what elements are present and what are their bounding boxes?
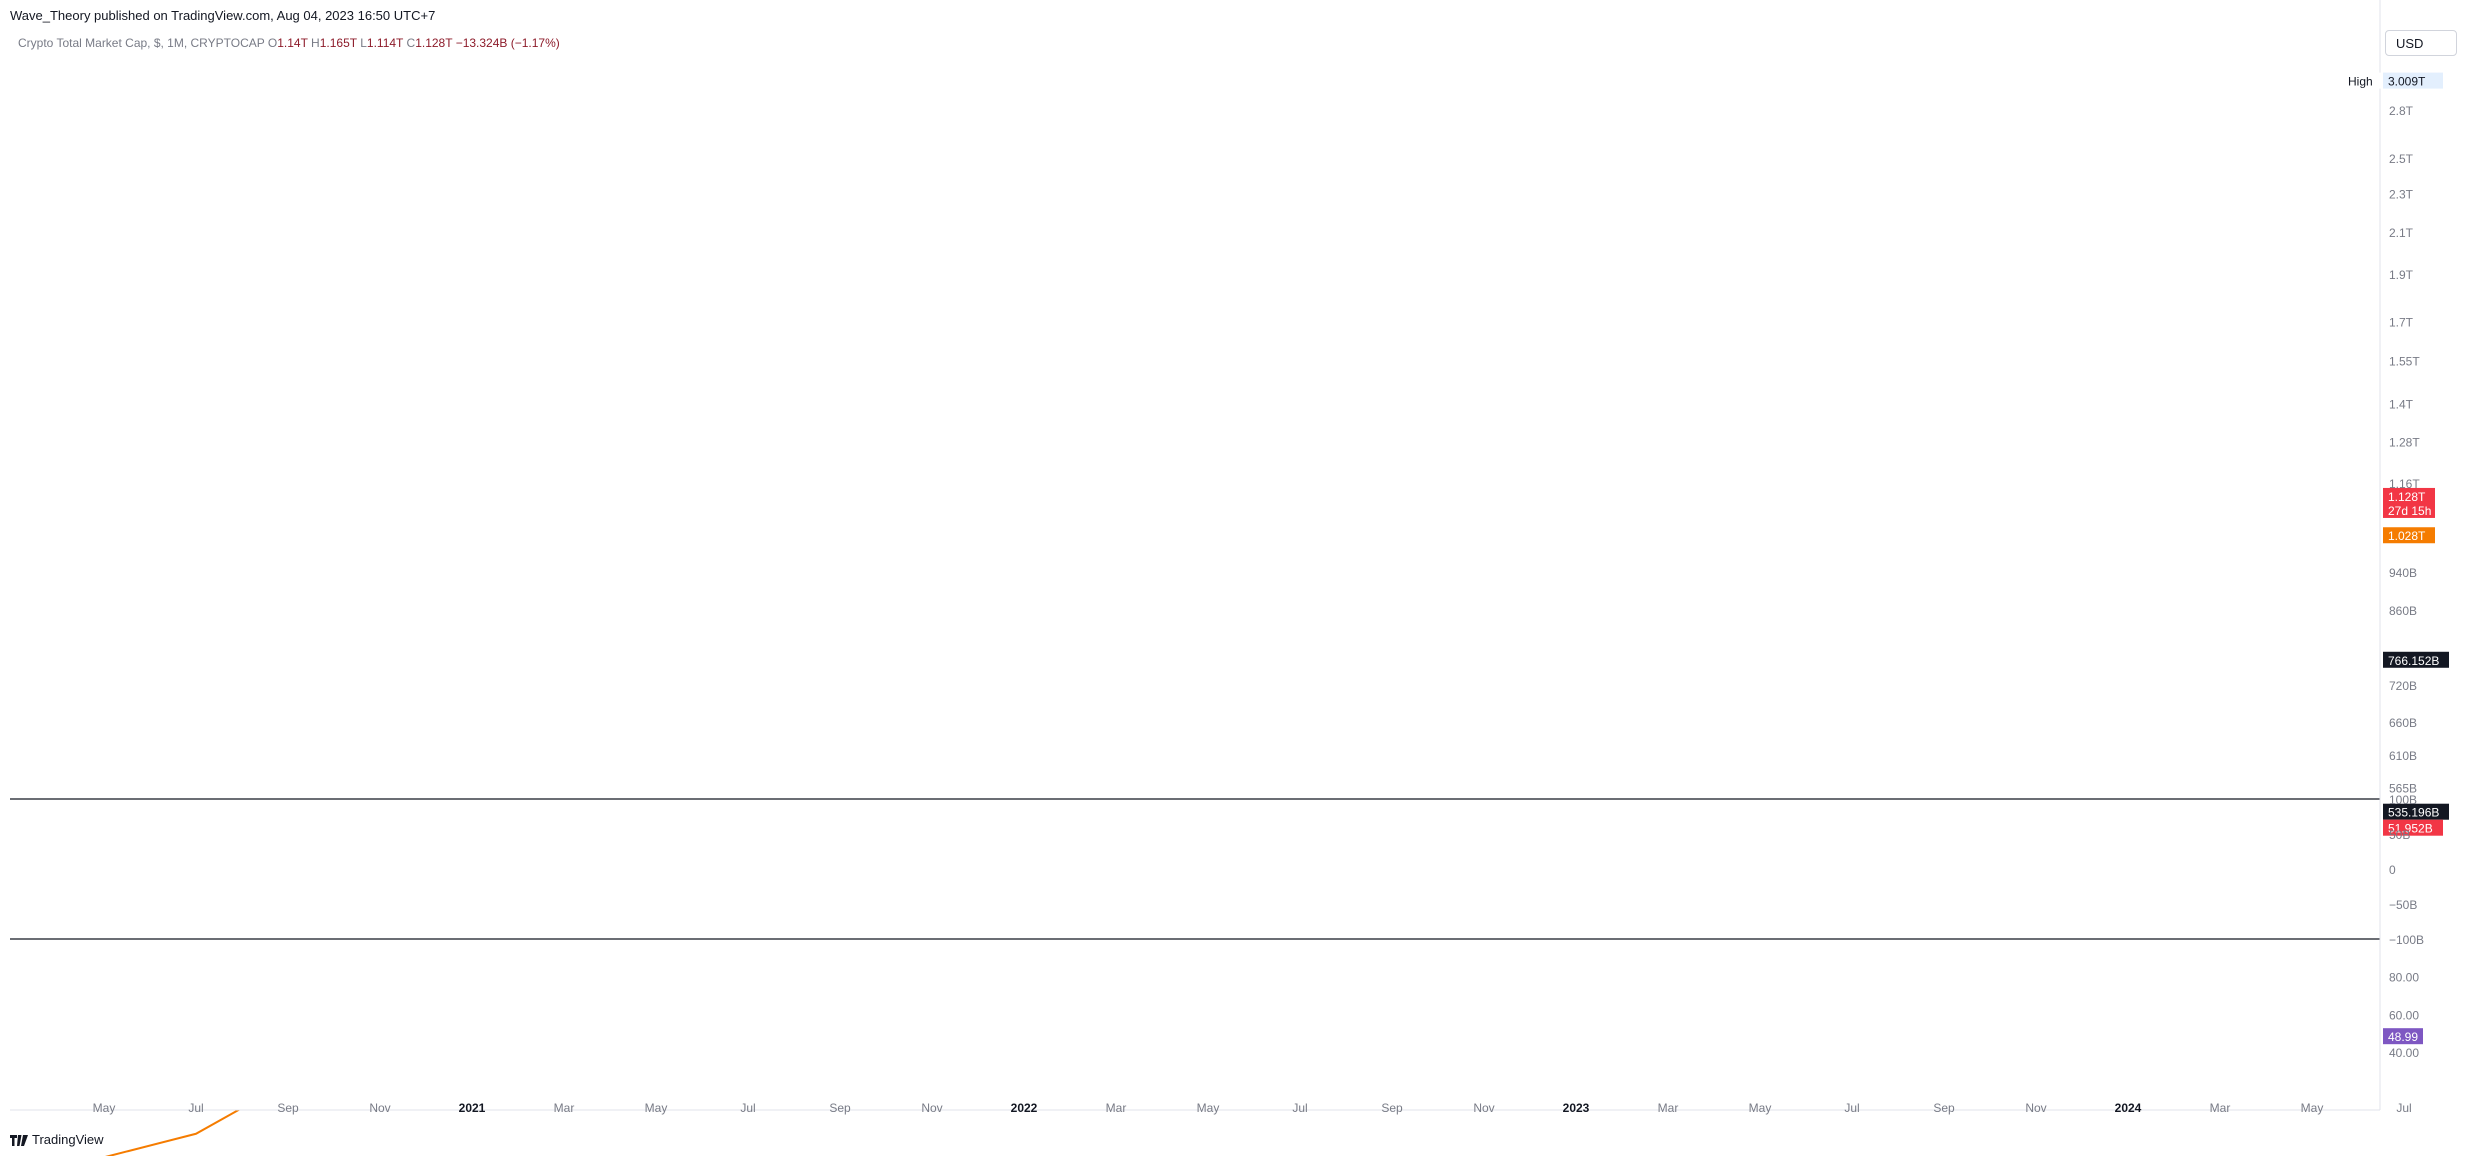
published-byline: Wave_Theory published on TradingView.com… xyxy=(10,8,436,23)
tradingview-logo-icon xyxy=(10,1135,28,1147)
price-axis-tick: 2.5T xyxy=(2389,152,2414,166)
price-tag xyxy=(2383,487,2435,504)
macd-axis-tick: −50B xyxy=(2389,898,2417,912)
price-axis-tick: 1.16T xyxy=(2389,477,2420,491)
price-axis-tick: 1.9T xyxy=(2389,268,2414,282)
time-axis-tick: Jul xyxy=(1292,1101,1307,1115)
price-tag xyxy=(2383,651,2449,668)
time-axis-tick: 2024 xyxy=(2115,1101,2142,1115)
close-label: C xyxy=(406,36,416,50)
plot-background xyxy=(10,0,2380,1110)
price-tag-label: 535.196B xyxy=(2388,806,2439,820)
time-axis-tick: 2023 xyxy=(1563,1101,1590,1115)
price-axis-tick: 660B xyxy=(2389,716,2417,730)
macd-axis-tick: 100B xyxy=(2389,793,2417,807)
rsi-axis-tick: 60.00 xyxy=(2389,1008,2419,1022)
time-axis-tick: Mar xyxy=(1658,1101,1679,1115)
price-tag-label: 1.028T xyxy=(2388,529,2426,543)
price-axis-tick: 565B xyxy=(2389,782,2417,796)
time-axis-tick: Nov xyxy=(1473,1101,1494,1115)
time-axis-tick: Sep xyxy=(829,1101,851,1115)
time-axis-tick: Jul xyxy=(2396,1101,2411,1115)
tradingview-brand: TradingView xyxy=(10,1132,104,1147)
price-axis-tick: 2.1T xyxy=(2389,226,2414,240)
macd-axis-tick: −100B xyxy=(2389,933,2424,947)
price-axis-tick: 610B xyxy=(2389,749,2417,763)
price-tag-label: 51.952B xyxy=(2388,822,2433,836)
price-axis-tick: 1.55T xyxy=(2389,354,2420,368)
price-tag xyxy=(2383,527,2435,544)
time-axis-tick: 2022 xyxy=(1011,1101,1038,1115)
price-axis-tick: 720B xyxy=(2389,679,2417,693)
symbol-legend: Crypto Total Market Cap, $, 1M, CRYPTOCA… xyxy=(18,36,560,50)
high-label: H xyxy=(311,36,320,50)
symbol-name: Crypto Total Market Cap, $, 1M, CRYPTOCA… xyxy=(18,36,265,50)
time-axis-tick: May xyxy=(645,1101,668,1115)
time-axis-tick: Jul xyxy=(1844,1101,1859,1115)
time-axis-tick: Jul xyxy=(188,1101,203,1115)
low-value: 1.114T xyxy=(366,36,404,50)
open-value: 1.14T xyxy=(277,36,308,50)
time-axis-tick: May xyxy=(2301,1101,2324,1115)
price-tag xyxy=(2383,501,2435,518)
time-axis-tick: May xyxy=(93,1101,116,1115)
currency-button[interactable]: USD xyxy=(2385,30,2457,56)
price-tag xyxy=(2343,72,2383,89)
price-axis-tick: 1.7T xyxy=(2389,315,2414,329)
price-axis-tick: 2.8T xyxy=(2389,104,2414,118)
price-tag-label: 27d 15h xyxy=(2388,504,2431,518)
time-axis-tick: May xyxy=(1749,1101,1772,1115)
open-label: O xyxy=(267,36,278,50)
macd-axis-tick: 0 xyxy=(2389,863,2396,877)
price-tag xyxy=(2383,803,2449,820)
time-axis-tick: Sep xyxy=(277,1101,299,1115)
rsi-axis-tick: 80.00 xyxy=(2389,971,2419,985)
price-tag-label: High xyxy=(2348,75,2373,89)
rsi-value-tag xyxy=(2383,1028,2423,1045)
price-axis-tick: 2.3T xyxy=(2389,187,2414,201)
price-axis-tick: 1.28T xyxy=(2389,435,2420,449)
macd-axis-tick: 50B xyxy=(2389,828,2410,842)
time-axis-tick: Nov xyxy=(369,1101,390,1115)
time-axis-tick: Nov xyxy=(921,1101,942,1115)
price-tag-label: 3.009T xyxy=(2388,75,2426,89)
time-axis-tick: Sep xyxy=(1933,1101,1955,1115)
high-value: 1.165T xyxy=(319,36,357,50)
time-axis-tick: Mar xyxy=(2210,1101,2231,1115)
price-tag xyxy=(2383,819,2443,836)
change-value: −13.324B (−1.17%) xyxy=(455,36,560,50)
time-axis-tick: Mar xyxy=(1106,1101,1127,1115)
time-axis-tick: Nov xyxy=(2025,1101,2046,1115)
price-axis-tick: 940B xyxy=(2389,566,2417,580)
time-axis-tick: 2021 xyxy=(459,1101,486,1115)
price-axis-tick: 1.4T xyxy=(2389,397,2414,411)
time-axis-tick: Jul xyxy=(740,1101,755,1115)
time-axis-tick: May xyxy=(1197,1101,1220,1115)
price-tag xyxy=(2383,72,2443,89)
rsi-value-label: 48.99 xyxy=(2388,1030,2418,1044)
time-axis-tick: Mar xyxy=(554,1101,575,1115)
low-label: L xyxy=(360,36,367,50)
price-tag-label: 766.152B xyxy=(2388,654,2439,668)
price-tag-label: 1.128T xyxy=(2388,490,2426,504)
brand-name: TradingView xyxy=(32,1132,104,1147)
close-value: 1.128T xyxy=(415,36,453,50)
time-axis-tick: Sep xyxy=(1381,1101,1403,1115)
rsi-axis-tick: 40.00 xyxy=(2389,1046,2419,1060)
price-axis-tick: 860B xyxy=(2389,604,2417,618)
